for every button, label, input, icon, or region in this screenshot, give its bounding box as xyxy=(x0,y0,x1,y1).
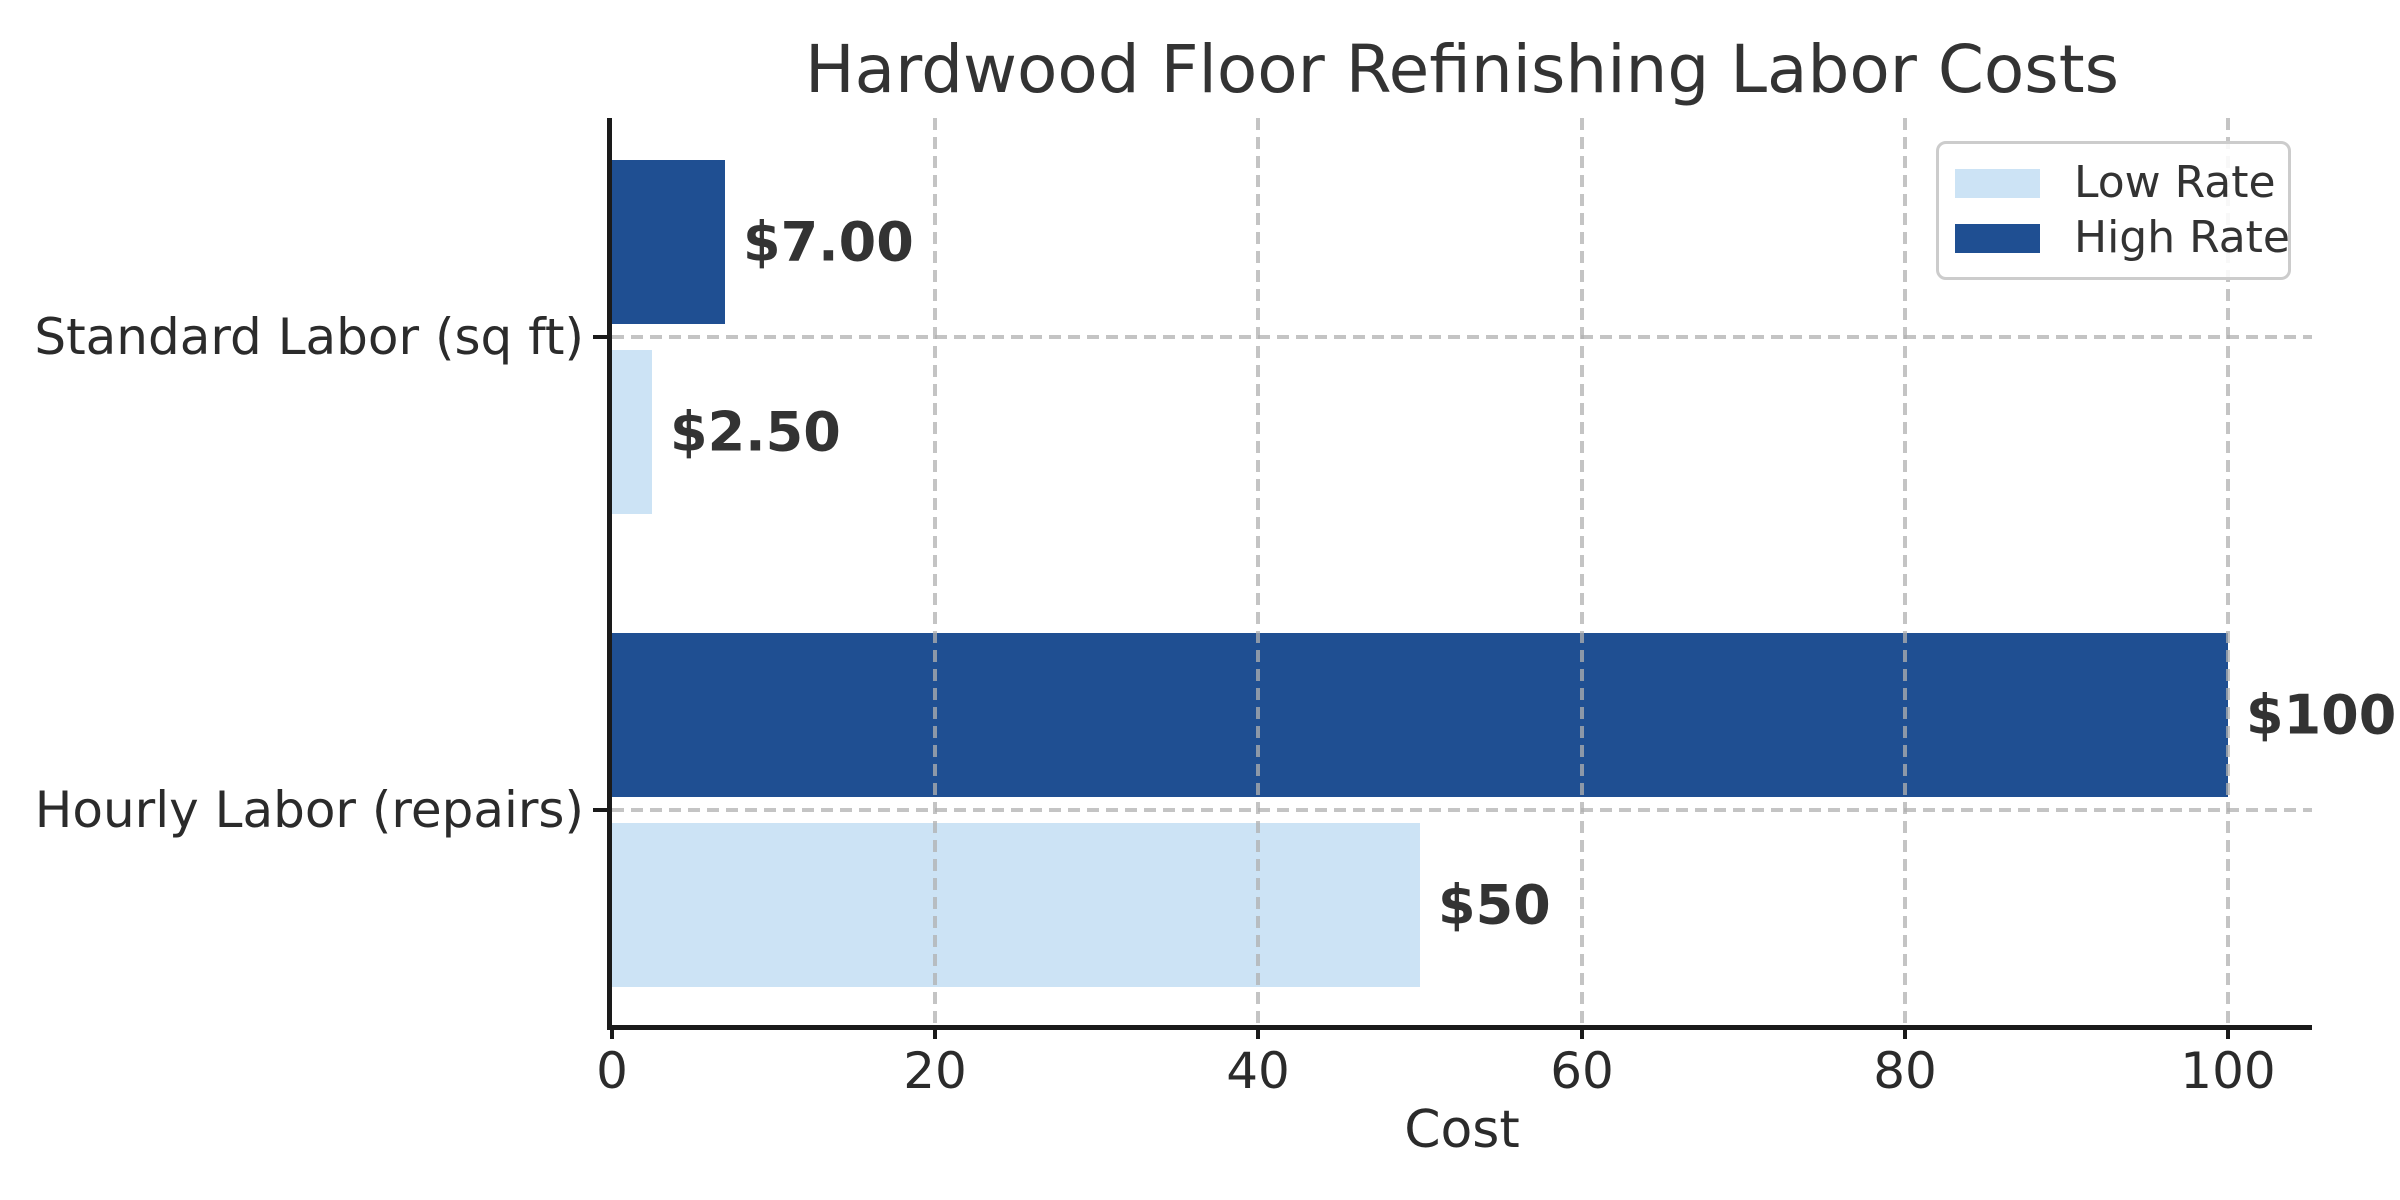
x-tick-mark-80 xyxy=(1903,1026,1907,1039)
gridline-y-category-0 xyxy=(612,335,2312,339)
legend-swatch-low-rate xyxy=(1955,168,2040,198)
legend: Low Rate High Rate xyxy=(1936,141,2291,280)
legend-swatch-high-rate xyxy=(1955,223,2040,253)
x-tick-label-40: 40 xyxy=(1226,1042,1290,1100)
x-tick-mark-100 xyxy=(2226,1026,2230,1039)
plot-area: $2.50 $50 $7.00 $100 xyxy=(607,118,2396,1030)
x-tick-label-60: 60 xyxy=(1550,1042,1614,1100)
x-tick-label-80: 80 xyxy=(1873,1042,1937,1100)
gridline-x-20 xyxy=(933,118,937,1025)
gridline-x-40 xyxy=(1256,118,1260,1025)
x-tick-label-100: 100 xyxy=(2180,1042,2276,1100)
gridline-x-80 xyxy=(1903,118,1907,1025)
bar-high-rate-standard xyxy=(612,160,725,324)
chart-title: Hardwood Floor Refinishing Labor Costs xyxy=(805,31,2119,108)
x-tick-mark-0 xyxy=(610,1026,614,1039)
legend-label-high-rate: High Rate xyxy=(2074,212,2291,263)
bar-value-low-rate-standard: $2.50 xyxy=(670,400,841,464)
bar-value-high-rate-hourly: $100 xyxy=(2246,683,2397,747)
x-axis-label: Cost xyxy=(1404,1100,1520,1160)
gridline-x-60 xyxy=(1580,118,1584,1025)
bar-low-rate-standard xyxy=(612,350,652,514)
y-tick-mark-category-0 xyxy=(593,335,607,339)
gridline-x-100 xyxy=(2226,118,2230,1025)
legend-row-high-rate: High Rate xyxy=(1955,216,2290,260)
bar-low-rate-hourly xyxy=(612,823,1420,987)
gridline-y-category-1 xyxy=(612,808,2312,812)
bar-value-low-rate-hourly: $50 xyxy=(1438,873,1551,937)
legend-label-low-rate: Low Rate xyxy=(2074,157,2276,208)
x-tick-mark-60 xyxy=(1580,1026,1584,1039)
x-tick-label-0: 0 xyxy=(596,1042,628,1100)
category-label-standard-labor: Standard Labor (sq ft) xyxy=(34,308,584,366)
y-tick-mark-category-1 xyxy=(593,808,607,812)
bar-high-rate-hourly xyxy=(612,633,2228,797)
category-label-hourly-labor: Hourly Labor (repairs) xyxy=(34,781,584,839)
legend-row-low-rate: Low Rate xyxy=(1955,161,2276,205)
x-tick-label-20: 20 xyxy=(903,1042,967,1100)
x-tick-mark-40 xyxy=(1256,1026,1260,1039)
bar-value-high-rate-standard: $7.00 xyxy=(743,210,914,274)
x-tick-mark-20 xyxy=(933,1026,937,1039)
